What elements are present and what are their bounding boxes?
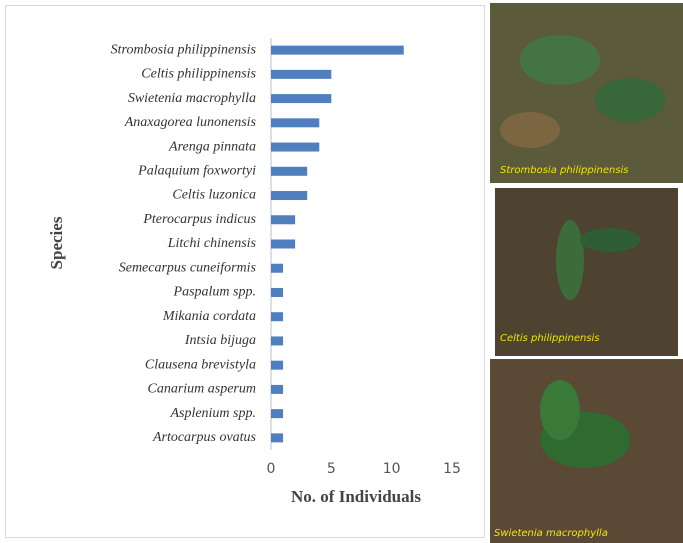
x-tick-label: 5 (327, 461, 336, 477)
y-tick-label: Intsia bijuga (184, 333, 256, 348)
y-tick-label: Pterocarpus indicus (142, 212, 256, 227)
y-tick-label: Palaquium foxwortyi (137, 164, 256, 179)
bar (271, 215, 295, 224)
photo-caption: Strombosia philippinensis (500, 165, 629, 176)
y-tick-label: Celtis philippinensis (141, 67, 256, 82)
leaf (540, 380, 580, 440)
y-tick-label: Anaxagorea lunonensis (124, 115, 257, 130)
bar (271, 312, 283, 321)
leaf (556, 220, 584, 300)
bar (271, 118, 319, 127)
bar (271, 336, 283, 345)
y-tick-label: Paspalum spp. (173, 285, 256, 300)
y-tick-label: Artocarpus ovatus (152, 430, 257, 445)
leaf (520, 35, 600, 85)
leaf (580, 228, 640, 252)
x-axis-title: No. of Individuals (291, 487, 421, 506)
bar (271, 46, 404, 55)
y-tick-label: Semecarpus cuneiformis (119, 260, 257, 275)
leaf (500, 112, 560, 148)
y-tick-label: Swietenia macrophylla (128, 91, 256, 106)
y-tick-label: Canarium asperum (147, 382, 256, 397)
photo-caption: Swietenia macrophylla (494, 528, 608, 539)
bar (271, 288, 283, 297)
bar (271, 94, 331, 103)
y-tick-label: Celtis luzonica (172, 188, 256, 203)
bar (271, 191, 307, 200)
page: {"chart_data": {"type": "bar", "orientat… (0, 0, 683, 543)
bar (271, 361, 283, 370)
y-tick-label: Strombosia philippinensis (111, 42, 257, 57)
bar (271, 264, 283, 273)
bar (271, 167, 307, 176)
photo (495, 188, 678, 356)
y-tick-label: Asplenium spp. (169, 406, 256, 421)
y-tick-label: Litchi chinensis (167, 236, 257, 251)
y-tick-label: Arenga pinnata (168, 139, 256, 154)
x-tick-label: 15 (443, 461, 461, 477)
figure: No. of Individuals Species Strombosia ph… (0, 0, 683, 543)
leaf (595, 78, 665, 122)
bar (271, 433, 283, 442)
bar (271, 385, 283, 394)
y-axis-title: Species (47, 216, 66, 269)
bar (271, 409, 283, 418)
x-tick-label: 10 (383, 461, 401, 477)
y-tick-label: Clausena brevistyla (145, 357, 256, 372)
bar (271, 70, 331, 79)
photo-caption: Celtis philippinensis (500, 333, 600, 344)
photo-panel (490, 3, 683, 543)
y-tick-label: Mikania cordata (162, 309, 256, 324)
x-tick-label: 0 (267, 461, 276, 477)
bar (271, 143, 319, 152)
bar (271, 240, 295, 249)
